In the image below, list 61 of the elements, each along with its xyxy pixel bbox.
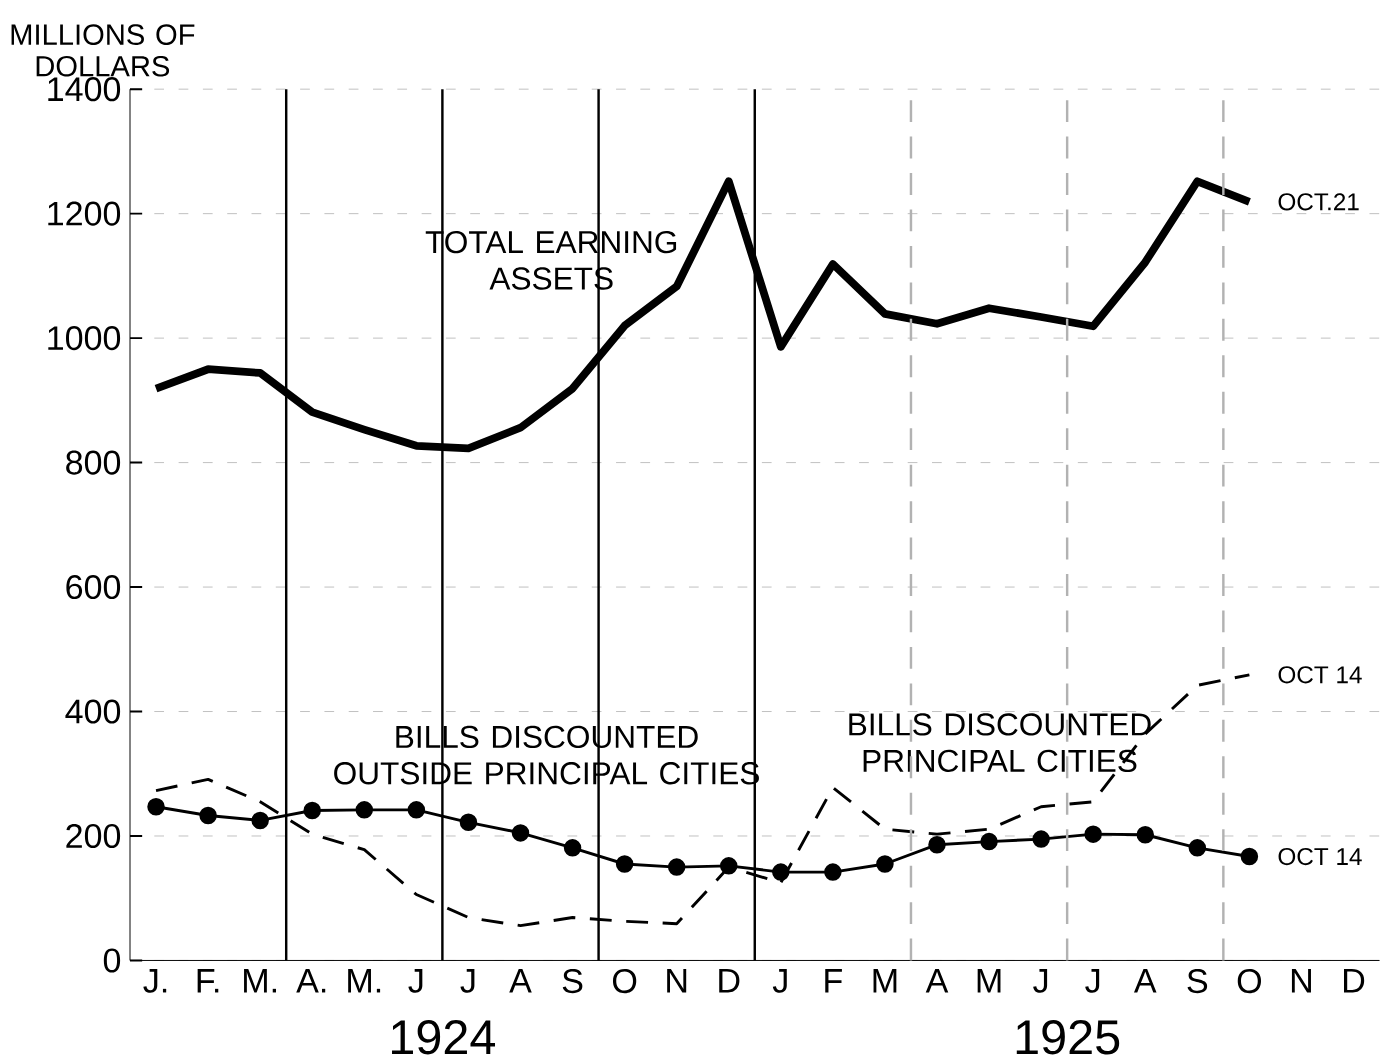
point bbox=[407, 801, 426, 819]
point bbox=[824, 863, 842, 881]
x-tick-label: A bbox=[1133, 969, 1157, 993]
x-tick-label: F bbox=[825, 969, 842, 993]
y-axis-title: MILLIONS OF DOLLARS bbox=[11, 24, 195, 77]
x-tick-label: J bbox=[460, 969, 475, 993]
point bbox=[1032, 830, 1050, 848]
x-tick-label: J bbox=[1085, 969, 1100, 993]
y-tick-label: 0 bbox=[103, 948, 121, 973]
text: 1925 bbox=[1016, 1020, 1120, 1055]
x-tick-label: N bbox=[667, 969, 687, 993]
point bbox=[199, 806, 217, 825]
x-tick-label: D bbox=[1344, 969, 1365, 993]
x-tick-label: M bbox=[977, 969, 1001, 993]
x-tick-label: M. bbox=[348, 969, 381, 993]
point bbox=[876, 855, 894, 873]
x-tick-label: S bbox=[562, 969, 583, 994]
point bbox=[563, 839, 582, 857]
point bbox=[459, 813, 478, 832]
x-tick-label: D bbox=[719, 969, 740, 993]
point bbox=[615, 855, 634, 873]
y-tick-label: 200 bbox=[66, 824, 121, 849]
point bbox=[928, 836, 946, 854]
point bbox=[1136, 826, 1154, 844]
x-tick-label: O bbox=[612, 969, 637, 994]
point bbox=[511, 824, 530, 842]
annotation: OCT.21 bbox=[1278, 193, 1359, 211]
x-tick-label: J. bbox=[143, 969, 167, 993]
y-tick-label: 800 bbox=[66, 450, 121, 475]
annotation: OCT 14 bbox=[1278, 848, 1362, 866]
x-tick-label: J bbox=[408, 969, 423, 993]
point bbox=[303, 801, 321, 820]
point bbox=[1084, 825, 1102, 843]
point bbox=[1240, 847, 1259, 866]
x-tick-label: M. bbox=[244, 969, 276, 993]
y-tick-label: 400 bbox=[65, 699, 121, 724]
point bbox=[147, 798, 165, 816]
point bbox=[251, 811, 269, 830]
point bbox=[667, 858, 686, 876]
y-tick-label: 1200 bbox=[48, 201, 121, 226]
annotation: OCT 14 bbox=[1278, 666, 1362, 684]
x-tick-label: M bbox=[873, 969, 897, 993]
point bbox=[980, 832, 998, 851]
x-tick-label: A bbox=[509, 969, 532, 993]
point bbox=[719, 857, 738, 875]
x-tick-label: F. bbox=[197, 969, 219, 993]
y-tick-label: 1400 bbox=[48, 77, 121, 102]
x-tick-label: A. bbox=[296, 969, 326, 993]
point bbox=[772, 863, 790, 881]
point bbox=[1188, 839, 1207, 857]
x-tick-label: J bbox=[772, 969, 787, 993]
x-tick-label: O bbox=[1237, 969, 1261, 994]
x-tick-label: N bbox=[1291, 969, 1311, 993]
x-tick-label: S bbox=[1187, 969, 1208, 994]
x-tick-label: A bbox=[925, 969, 949, 993]
series-label: BILLS DISCOUNTED PRINCIPAL CITIES bbox=[849, 713, 1151, 773]
y-tick-label: 600 bbox=[66, 575, 121, 600]
y-tick-label: 1000 bbox=[48, 326, 121, 351]
x-tick-label: J bbox=[1033, 969, 1048, 993]
text: 1924 bbox=[392, 1020, 496, 1055]
point bbox=[355, 801, 374, 819]
